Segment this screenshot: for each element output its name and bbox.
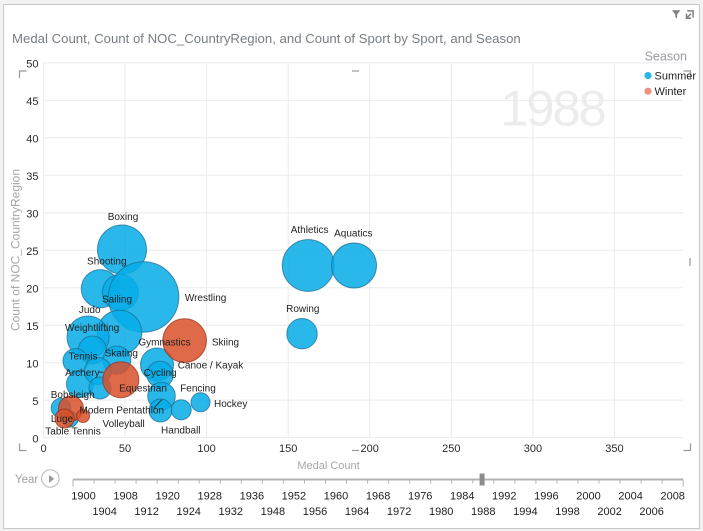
svg-text:Cycling: Cycling xyxy=(144,368,177,379)
svg-text:1980: 1980 xyxy=(429,506,453,518)
svg-text:250: 250 xyxy=(442,443,460,455)
svg-text:1988: 1988 xyxy=(500,80,604,137)
svg-text:1936: 1936 xyxy=(240,491,264,503)
svg-text:Aquatics: Aquatics xyxy=(334,229,372,240)
svg-text:Skiing: Skiing xyxy=(212,338,239,349)
svg-text:100: 100 xyxy=(197,443,215,455)
svg-text:1924: 1924 xyxy=(176,506,200,518)
svg-text:1968: 1968 xyxy=(366,491,390,503)
svg-text:0: 0 xyxy=(32,433,38,445)
svg-text:350: 350 xyxy=(605,443,623,455)
svg-text:Equestrian: Equestrian xyxy=(119,383,167,394)
svg-text:300: 300 xyxy=(524,443,542,455)
svg-text:2002: 2002 xyxy=(597,506,621,518)
svg-text:Shooting: Shooting xyxy=(87,256,126,267)
svg-text:Tennis: Tennis xyxy=(69,352,98,363)
svg-text:Athletics: Athletics xyxy=(291,225,329,236)
svg-text:50: 50 xyxy=(119,443,131,455)
svg-text:Year: Year xyxy=(15,474,38,486)
svg-text:5: 5 xyxy=(32,396,38,408)
svg-text:50: 50 xyxy=(26,59,38,71)
svg-text:1994: 1994 xyxy=(513,506,537,518)
svg-text:Modern Pentathlon: Modern Pentathlon xyxy=(80,406,165,417)
svg-text:Weightlifting: Weightlifting xyxy=(65,323,119,334)
svg-text:Bobsleigh: Bobsleigh xyxy=(51,390,95,401)
svg-text:Count of NOC_CountryRegion: Count of NOC_CountryRegion xyxy=(9,169,23,331)
svg-text:1984: 1984 xyxy=(450,491,474,503)
svg-text:Canoe / Kayak: Canoe / Kayak xyxy=(178,361,245,372)
svg-text:1988: 1988 xyxy=(471,506,495,518)
svg-text:1998: 1998 xyxy=(555,506,579,518)
svg-text:10: 10 xyxy=(26,359,38,371)
svg-text:Sailing: Sailing xyxy=(102,294,132,305)
svg-text:Skating: Skating xyxy=(105,348,138,359)
svg-text:Volleyball: Volleyball xyxy=(102,419,144,430)
svg-text:Hockey: Hockey xyxy=(214,399,247,410)
svg-text:2006: 2006 xyxy=(639,506,663,518)
svg-text:1948: 1948 xyxy=(261,506,285,518)
svg-text:Judo: Judo xyxy=(79,305,101,316)
svg-text:1912: 1912 xyxy=(134,506,158,518)
svg-text:Wrestling: Wrestling xyxy=(185,293,227,304)
svg-text:Summer: Summer xyxy=(655,71,697,83)
svg-text:30: 30 xyxy=(26,209,38,221)
svg-text:1964: 1964 xyxy=(345,506,369,518)
svg-text:1932: 1932 xyxy=(219,506,243,518)
svg-text:25: 25 xyxy=(26,246,38,258)
svg-text:200: 200 xyxy=(361,443,379,455)
svg-text:45: 45 xyxy=(26,96,38,108)
svg-text:Winter: Winter xyxy=(655,86,687,98)
svg-text:2000: 2000 xyxy=(576,491,600,503)
svg-text:1996: 1996 xyxy=(534,491,558,503)
svg-text:Luge: Luge xyxy=(51,414,74,425)
svg-text:Season: Season xyxy=(645,50,687,64)
svg-text:1956: 1956 xyxy=(303,506,327,518)
svg-text:Gymnastics: Gymnastics xyxy=(138,338,190,349)
svg-text:1972: 1972 xyxy=(387,506,411,518)
svg-text:1992: 1992 xyxy=(492,491,516,503)
svg-text:Medal Count: Medal Count xyxy=(297,460,359,472)
svg-text:40: 40 xyxy=(26,134,38,146)
svg-text:Rowing: Rowing xyxy=(286,304,319,315)
svg-text:Medal Count, Count of NOC_Coun: Medal Count, Count of NOC_CountryRegion,… xyxy=(12,31,521,46)
svg-text:1920: 1920 xyxy=(155,491,179,503)
svg-text:1976: 1976 xyxy=(408,491,432,503)
svg-text:1900: 1900 xyxy=(71,491,95,503)
svg-text:1904: 1904 xyxy=(92,506,116,518)
svg-text:1928: 1928 xyxy=(198,491,222,503)
svg-text:20: 20 xyxy=(26,284,38,296)
svg-text:Handball: Handball xyxy=(161,425,200,436)
svg-text:2008: 2008 xyxy=(660,491,684,503)
svg-text:1952: 1952 xyxy=(282,491,306,503)
svg-text:Archery: Archery xyxy=(65,368,99,379)
svg-text:2004: 2004 xyxy=(618,491,642,503)
svg-text:150: 150 xyxy=(279,443,297,455)
svg-text:1960: 1960 xyxy=(324,491,348,503)
svg-text:35: 35 xyxy=(26,171,38,183)
svg-text:Fencing: Fencing xyxy=(180,383,216,394)
svg-text:Boxing: Boxing xyxy=(108,212,139,223)
svg-text:Table Tennis: Table Tennis xyxy=(45,426,100,437)
svg-text:0: 0 xyxy=(40,443,46,455)
svg-text:1908: 1908 xyxy=(113,491,137,503)
svg-text:15: 15 xyxy=(26,321,38,333)
